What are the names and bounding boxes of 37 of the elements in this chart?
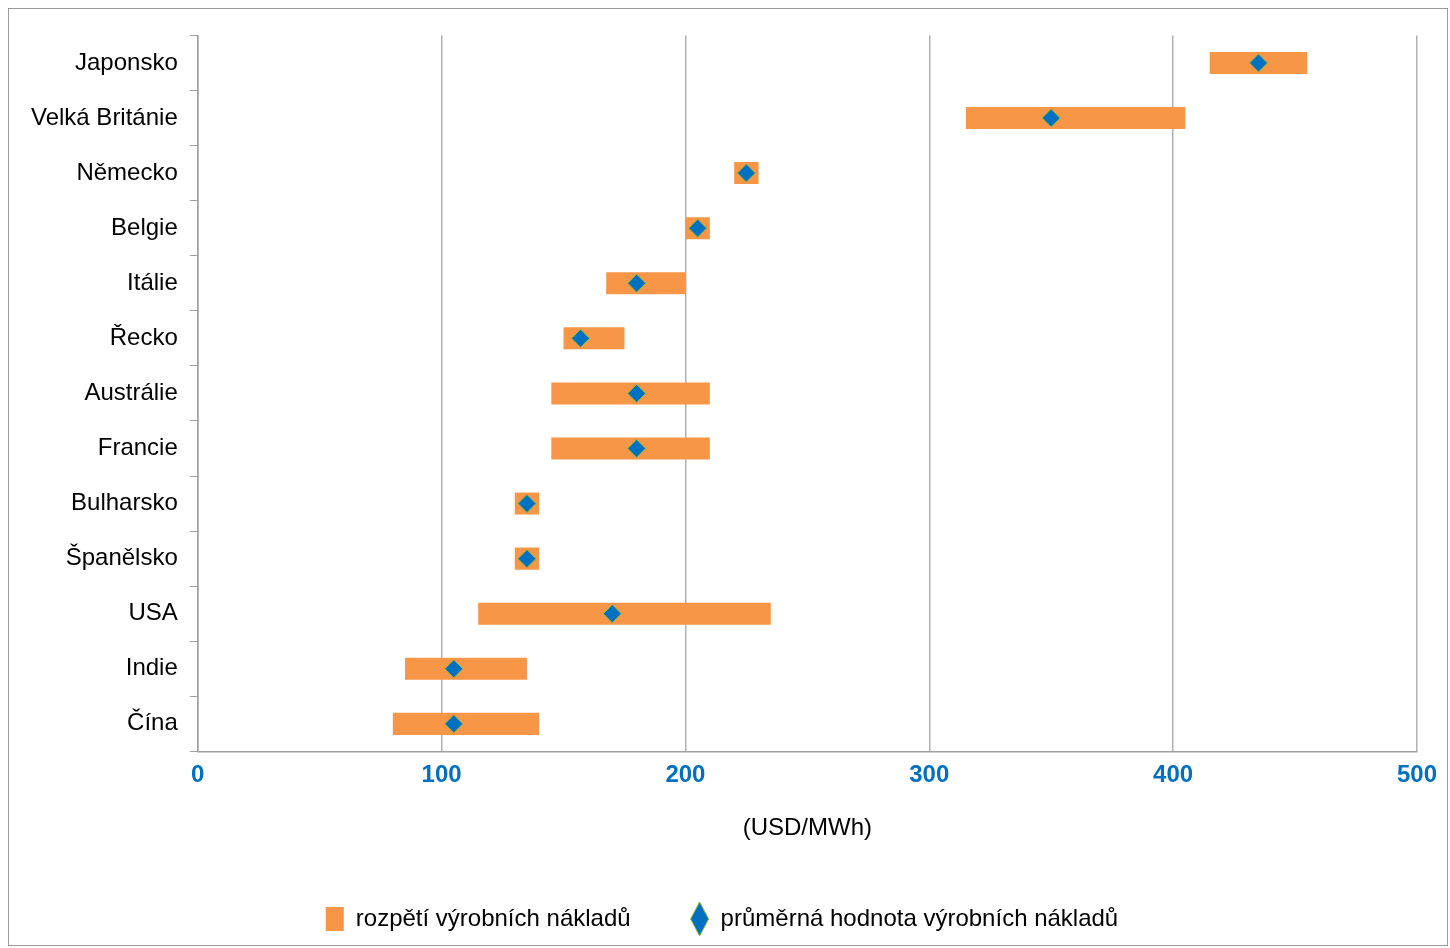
x-tick-label: 500 [1396, 760, 1437, 788]
y-tick-label: Austrálie [84, 378, 178, 406]
y-tick-label: Belgie [111, 212, 178, 240]
y-tick-label: Itálie [127, 267, 178, 295]
y-tick-label: Francie [97, 433, 178, 461]
x-tick-label: 300 [909, 760, 950, 788]
point [444, 714, 464, 734]
point [602, 604, 622, 624]
x-tick-label: 100 [421, 760, 462, 788]
legend-label: rozpětí výrobních nákladů [355, 903, 631, 931]
y-tick-label: USA [128, 598, 178, 626]
y-tick-label: Indie [125, 653, 178, 681]
bar [965, 107, 1186, 130]
point [627, 383, 647, 403]
bar [551, 382, 710, 405]
bar [392, 712, 540, 735]
point [444, 659, 464, 679]
point [627, 438, 647, 458]
point [571, 328, 591, 348]
y-tick-label: Německo [76, 157, 178, 185]
bar [405, 657, 527, 680]
bar [1209, 51, 1308, 74]
y-tick-label: Španělsko [65, 543, 178, 571]
x-tick-label: 200 [665, 760, 706, 788]
y-tick-label: Bulharsko [71, 488, 178, 516]
point [1041, 108, 1061, 128]
bar [478, 602, 771, 625]
legend-label: průměrná hodnota výrobních nákladů [720, 903, 1119, 931]
y-tick-label: Japonsko [75, 47, 178, 75]
y-tick-label: Řecko [109, 322, 178, 350]
point [1248, 53, 1268, 73]
y-tick-label: Velká Británie [30, 102, 178, 130]
x-axis-title: (USD/MWh) [742, 813, 873, 841]
x-tick-label: 400 [1153, 760, 1194, 788]
x-tick-label: 0 [191, 760, 205, 788]
bar [551, 437, 710, 460]
y-tick-label: Čína [127, 708, 179, 736]
